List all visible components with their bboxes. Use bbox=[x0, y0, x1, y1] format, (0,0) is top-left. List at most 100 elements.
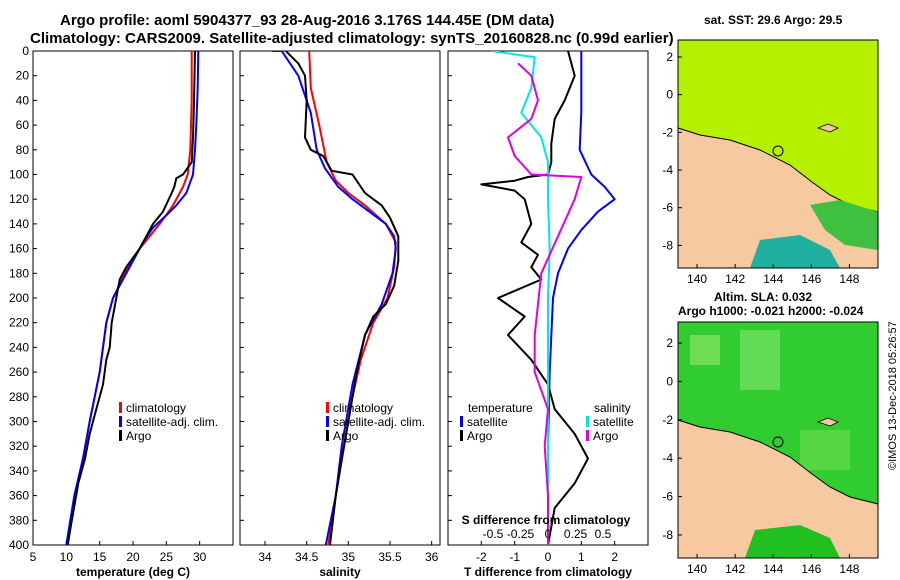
s-difference-tick-label: -0.5 bbox=[483, 527, 504, 541]
depth-tick-label: 60 bbox=[16, 118, 30, 132]
sst-land-png bbox=[678, 128, 878, 268]
legend-label: satellite bbox=[467, 415, 508, 429]
legend-swatch bbox=[326, 402, 329, 413]
depth-tick-label: 40 bbox=[16, 93, 30, 107]
map-lon-label: 142 bbox=[725, 562, 745, 576]
legend-label: satellite bbox=[593, 415, 634, 429]
x-axis-label: temperature (deg C) bbox=[76, 565, 190, 579]
depth-tick-label: 220 bbox=[9, 316, 29, 330]
x-tick-label: 2 bbox=[611, 550, 618, 564]
depth-tick-label: 340 bbox=[9, 464, 29, 478]
sst-gulf bbox=[750, 235, 840, 268]
x-tick-label: 35 bbox=[342, 550, 356, 564]
series-line-argo bbox=[285, 51, 400, 545]
x-tick-label: 34.5 bbox=[295, 550, 319, 564]
x-tick-label: 1 bbox=[578, 550, 585, 564]
sst-argo-position bbox=[772, 145, 784, 157]
map-lon-label: 146 bbox=[801, 562, 821, 576]
depth-tick-label: 200 bbox=[9, 291, 29, 305]
legend-swatch bbox=[119, 430, 122, 441]
x-tick-label: 25 bbox=[160, 550, 174, 564]
depth-tick-label: 180 bbox=[9, 266, 29, 280]
s-difference-tick-label: -0.25 bbox=[507, 527, 535, 541]
s-difference-tick-label: 0 bbox=[545, 527, 552, 541]
s-difference-tick-label: 0.25 bbox=[564, 527, 588, 541]
x-tick-label: 5 bbox=[30, 550, 37, 564]
legend-label: Argo bbox=[593, 429, 619, 443]
map-lat-label: 0 bbox=[666, 374, 673, 388]
x-tick-label: 34 bbox=[258, 550, 272, 564]
depth-tick-label: 0 bbox=[22, 44, 29, 58]
legend-label: climatology bbox=[126, 401, 186, 415]
legend-swatch bbox=[326, 430, 329, 441]
map-lat-label: -8 bbox=[662, 528, 673, 542]
map-lon-label: 144 bbox=[763, 562, 783, 576]
map-lat-label: -4 bbox=[662, 451, 673, 465]
sst-map bbox=[677, 39, 879, 269]
x-tick-label: 15 bbox=[93, 550, 107, 564]
series-line-satellite-adj-clim- bbox=[65, 51, 200, 545]
legend-swatch bbox=[586, 416, 589, 427]
temperature-panel-frame bbox=[32, 50, 234, 546]
x-axis-label: T difference from climatology bbox=[464, 565, 632, 579]
x-tick-label: 10 bbox=[60, 550, 74, 564]
map-lon-label: 140 bbox=[687, 562, 707, 576]
depth-tick-label: 100 bbox=[9, 168, 29, 182]
legend-header-salinity: salinity bbox=[594, 401, 631, 415]
s-difference-tick-label: 0.5 bbox=[595, 527, 612, 541]
series-line-temperature-argo bbox=[480, 51, 589, 545]
sla-land-png bbox=[678, 420, 878, 558]
map-lat-label: -6 bbox=[662, 201, 673, 215]
depth-tick-label: 120 bbox=[9, 192, 29, 206]
map-lat-label: -8 bbox=[662, 238, 673, 252]
series-line-satellite-adj-clim- bbox=[271, 51, 397, 545]
map-lon-label: 142 bbox=[725, 272, 745, 286]
legend-label: Argo bbox=[333, 429, 359, 443]
legend-swatch bbox=[326, 416, 329, 427]
x-tick-label: 35.5 bbox=[378, 550, 402, 564]
series-line-salinity-argo bbox=[507, 62, 583, 545]
figure-title-line1: Argo profile: aoml 5904377_93 28-Aug-201… bbox=[60, 12, 555, 29]
map-lon-label: 140 bbox=[687, 272, 707, 286]
map-lon-label: 148 bbox=[839, 272, 859, 286]
legend-label: Argo bbox=[126, 429, 152, 443]
series-line-argo bbox=[66, 51, 196, 545]
sla-map-title-line2: Argo h1000: -0.021 h2000: -0.024 bbox=[678, 304, 864, 318]
depth-tick-label: 320 bbox=[9, 439, 29, 453]
x-tick-label: 36 bbox=[425, 550, 439, 564]
map-lat-label: -2 bbox=[662, 413, 673, 427]
s-difference-axis-label: S difference from climatology bbox=[462, 513, 631, 527]
sst-warm-coast bbox=[810, 200, 878, 250]
legend-label: Argo bbox=[467, 429, 493, 443]
map-lon-label: 148 bbox=[839, 562, 859, 576]
x-tick-label: 20 bbox=[126, 550, 140, 564]
depth-tick-label: 140 bbox=[9, 217, 29, 231]
map-lat-label: 2 bbox=[666, 50, 673, 64]
depth-tick-label: 240 bbox=[9, 340, 29, 354]
legend-label: satellite-adj. clim. bbox=[126, 415, 218, 429]
depth-tick-label: 80 bbox=[16, 143, 30, 157]
series-line-salinity-satellite bbox=[491, 51, 551, 545]
map-lat-label: 2 bbox=[666, 336, 673, 350]
depth-tick-label: 360 bbox=[9, 489, 29, 503]
map-lon-label: 146 bbox=[801, 272, 821, 286]
sla-argo-position bbox=[772, 436, 784, 448]
map-lat-label: 0 bbox=[666, 88, 673, 102]
depth-tick-label: 20 bbox=[16, 69, 30, 83]
legend-swatch bbox=[460, 416, 463, 427]
map-lon-label: 144 bbox=[763, 272, 783, 286]
figure-title-line2: Climatology: CARS2009. Satellite-adjuste… bbox=[30, 30, 674, 47]
series-line-climatology bbox=[66, 51, 193, 545]
legend-header-temperature: temperature bbox=[468, 401, 533, 415]
x-tick-label: -2 bbox=[476, 550, 487, 564]
sst-island bbox=[816, 123, 839, 133]
depth-tick-label: 380 bbox=[9, 513, 29, 527]
sla-map-title-line1: Altim. SLA: 0.032 bbox=[714, 290, 813, 304]
map-lat-label: -4 bbox=[662, 163, 673, 177]
map-lat-label: -6 bbox=[662, 490, 673, 504]
map-lat-label: -2 bbox=[662, 125, 673, 139]
x-tick-label: -1 bbox=[509, 550, 520, 564]
sst-map-title: sat. SST: 29.6 Argo: 29.5 bbox=[704, 13, 843, 27]
depth-tick-label: 160 bbox=[9, 242, 29, 256]
